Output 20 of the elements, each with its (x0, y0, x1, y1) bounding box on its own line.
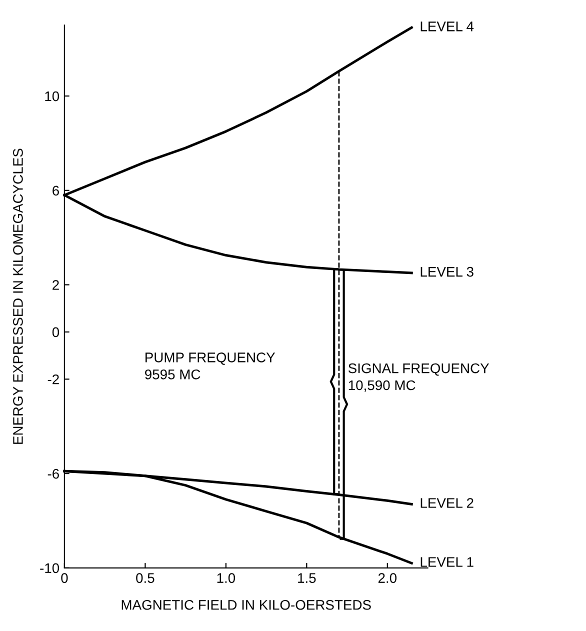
x-tick-label: 2.0 (378, 573, 397, 583)
y-tick-label: 0 (52, 327, 60, 338)
annotation: SIGNAL FREQUENCY 10,590 MC (348, 363, 490, 392)
y-tick-label: -2 (48, 374, 59, 384)
y-tick-label: 6 (52, 186, 59, 196)
y-axis-title: ENERGY EXPRESSED IN KILOMEGACYCLES (13, 148, 23, 444)
x-tick-label: 0 (61, 573, 68, 583)
x-tick-label: 1.5 (298, 573, 316, 583)
y-tick-label: 2 (52, 280, 59, 290)
y-tick-label: 10 (45, 91, 60, 102)
series-label: LEVEL 3 (420, 266, 474, 277)
series-label: LEVEL 1 (420, 557, 474, 567)
y-tick-label: -6 (48, 468, 59, 479)
series-label: LEVEL 2 (420, 498, 474, 508)
x-tick-label: 1.0 (217, 573, 236, 583)
x-tick-label: 0.5 (136, 573, 154, 583)
series-label: LEVEL 4 (420, 22, 474, 32)
x-axis-title: MAGNETIC FIELD IN KILO-OERSTEDS (122, 600, 371, 610)
y-tick-label: -10 (40, 563, 60, 574)
annotation: PUMP FREQUENCY 9595 MC (145, 352, 276, 380)
